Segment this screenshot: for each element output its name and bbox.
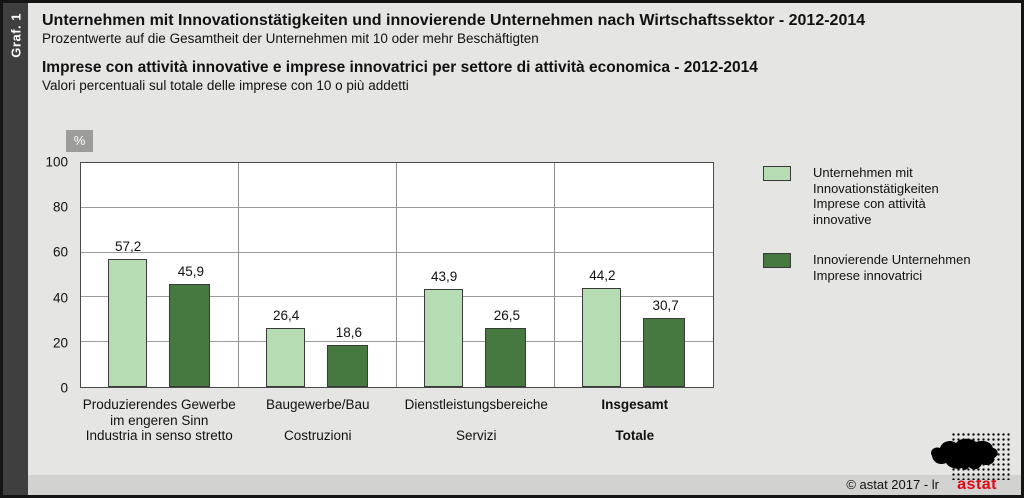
legend-item: Unternehmen mit Innovationstätigkeiten Imp… [763, 165, 1003, 227]
bar [107, 258, 147, 387]
subtitle-italian: Valori percentuali sul totale delle impr… [42, 78, 409, 93]
south-tyrol-silhouette-icon [931, 438, 998, 470]
subtitle-german: Prozentwerte auf die Gesamtheit der Unte… [42, 31, 539, 46]
legend: Unternehmen mit Innovationstätigkeiten Imp… [763, 165, 1003, 308]
graf-label: Graf. 1 [8, 13, 23, 58]
category-label-line [556, 413, 715, 429]
category-label-line: Insgesamt [601, 397, 669, 412]
bar [423, 288, 463, 387]
plot-area: 57,2 45,9 26,4 18,6 43,9 26,5 44,2 30,7 [80, 162, 714, 388]
bar [168, 284, 210, 387]
astat-wordmark: astat [957, 476, 997, 493]
category-label-line: Costruzioni [283, 428, 352, 443]
y-tick-label: 40 [52, 290, 68, 306]
category-label: Baugewerbe/Bau Costruzioni [239, 397, 398, 444]
astat-logo [929, 432, 1011, 480]
chart-header: Unternehmen mit Innovationstätigkeiten u… [42, 11, 1005, 94]
category-label-line: Produzierendes Gewerbe [82, 397, 236, 412]
legend-label: Unternehmen mit Innovationstätigkeiten Imp… [813, 165, 939, 227]
bar [484, 327, 526, 387]
y-tick-label: 100 [45, 154, 68, 170]
category-cell: 26,4 18,6 [239, 163, 397, 387]
gridline [81, 341, 713, 343]
category-label: Dienstleistungsbereiche Servizi [397, 397, 556, 444]
bar-value-label: 45,9 [177, 264, 205, 280]
bar [265, 327, 305, 387]
category-label: Insgesamt Totale [556, 397, 715, 444]
bar-value-label: 44,2 [589, 268, 616, 283]
bar-value-label: 26,5 [493, 307, 521, 323]
y-tick-label: 0 [60, 380, 68, 396]
category-label: Produzierendes Gewerbe im engeren Sinn Ind… [80, 397, 239, 444]
category-label-line: Totale [615, 428, 655, 443]
footer-bar: © astat 2017 - lr astat [28, 475, 1021, 495]
category-label-line: Industria in senso stretto [85, 428, 233, 443]
gridline [81, 206, 713, 208]
graf-sidebar: Graf. 1 [3, 3, 28, 495]
title-german: Unternehmen mit Innovationstätigkeiten u… [42, 12, 866, 29]
title-italian: Imprese con attività innovative e impres… [42, 59, 758, 76]
category-cell: 57,2 45,9 [81, 163, 239, 387]
category-cell: 43,9 26,5 [397, 163, 555, 387]
bar [581, 288, 622, 387]
bar-value-label: 30,7 [652, 298, 679, 314]
y-tick-label: 80 [52, 199, 68, 215]
category-label-line: Baugewerbe/Bau [265, 397, 370, 412]
category-label-line: im engeren Sinn [110, 412, 209, 428]
y-axis: 0 20 40 60 80 100 [36, 155, 74, 396]
y-tick-label: 20 [52, 335, 68, 351]
legend-swatch [763, 166, 791, 181]
category-label-line: Dienstleistungsbereiche [404, 397, 548, 412]
bar-value-label: 18,6 [335, 325, 363, 341]
category-label-line: Servizi [455, 428, 497, 443]
unit-label: % [66, 130, 93, 152]
legend-label: Innovierende Unternehmen Imprese innovatr… [813, 252, 971, 283]
bar-value-label: 26,4 [272, 307, 300, 323]
bar-value-label: 43,9 [430, 268, 458, 284]
category-cell: 44,2 30,7 [555, 163, 713, 387]
gridline [81, 251, 713, 253]
gridline [81, 296, 713, 298]
legend-swatch [763, 253, 791, 268]
bar [643, 318, 685, 387]
bar [326, 345, 368, 387]
bar-value-label: 57,2 [114, 238, 142, 254]
y-tick-label: 60 [52, 244, 68, 260]
category-label-line [239, 413, 398, 429]
copyright-text: © astat 2017 - lr [846, 477, 939, 492]
legend-item: Innovierende Unternehmen Imprese innovatr… [763, 252, 1003, 283]
category-label-line [397, 413, 556, 429]
